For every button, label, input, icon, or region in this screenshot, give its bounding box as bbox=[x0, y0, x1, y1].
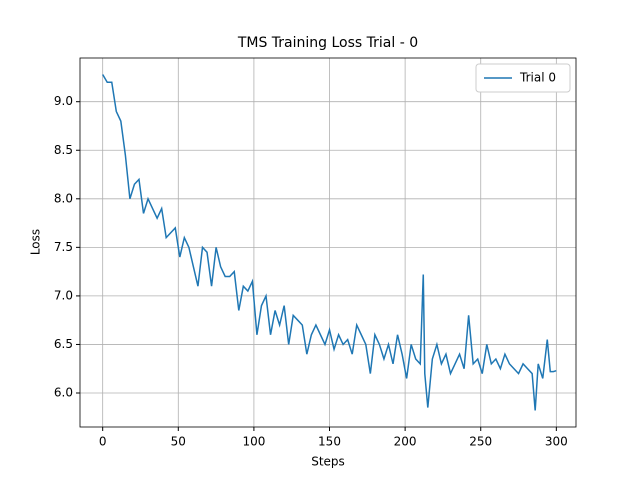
y-tick-label: 7.5 bbox=[54, 240, 73, 254]
y-tick-label: 8.0 bbox=[54, 191, 73, 205]
y-tick-label: 6.5 bbox=[54, 337, 73, 351]
x-tick-label: 100 bbox=[242, 435, 265, 449]
legend-box bbox=[475, 63, 571, 93]
chart-title: TMS Training Loss Trial - 0 bbox=[237, 35, 418, 51]
x-tick-label: 300 bbox=[545, 435, 568, 449]
y-axis-label: Loss bbox=[29, 229, 43, 255]
y-tick-label: 7.0 bbox=[54, 288, 73, 302]
x-axis-label: Steps bbox=[311, 455, 345, 469]
x-tick-label: 200 bbox=[394, 435, 417, 449]
x-tick-label: 50 bbox=[171, 435, 186, 449]
y-tick-label: 9.0 bbox=[54, 94, 73, 108]
y-tick-label: 8.5 bbox=[54, 143, 73, 157]
plot-frame bbox=[79, 57, 577, 428]
x-tick-label: 0 bbox=[99, 435, 107, 449]
legend-label: Trial 0 bbox=[519, 71, 556, 85]
y-tick-label: 6.0 bbox=[54, 386, 73, 400]
x-tick-label: 150 bbox=[318, 435, 341, 449]
x-tick-label: 250 bbox=[469, 435, 492, 449]
line bbox=[102, 74, 557, 411]
